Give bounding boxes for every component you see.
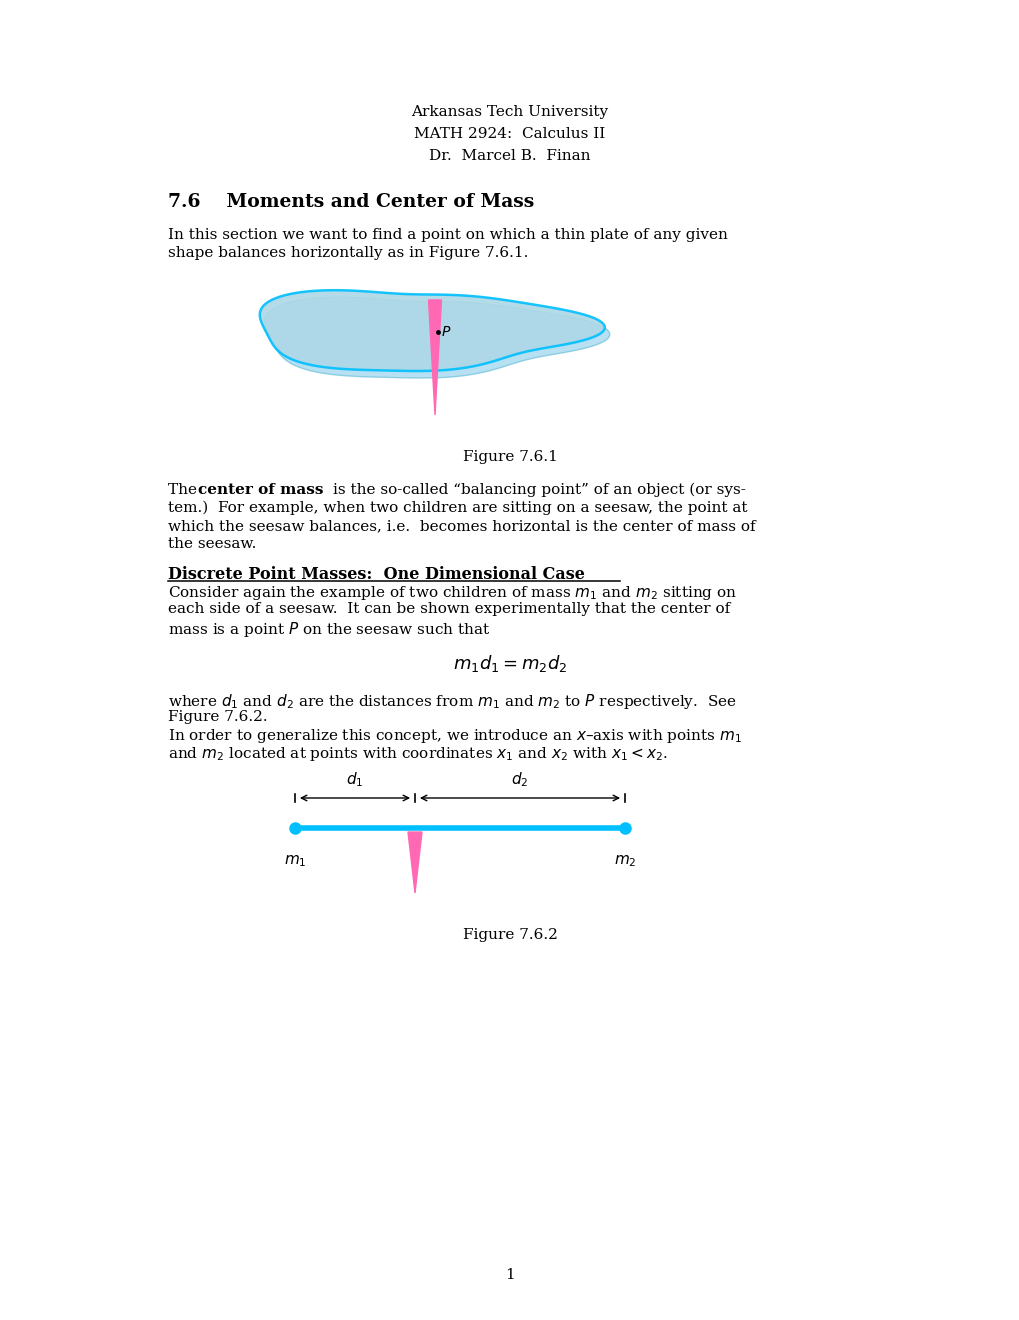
- Text: which the seesaw balances, i.e.  becomes horizontal is the center of mass of: which the seesaw balances, i.e. becomes …: [168, 519, 755, 533]
- Text: Consider again the example of two children of mass $m_1$ and $m_2$ sitting on: Consider again the example of two childr…: [168, 583, 737, 602]
- Polygon shape: [408, 832, 422, 894]
- Text: where $d_1$ and $d_2$ are the distances from $m_1$ and $m_2$ to $P$ respectively: where $d_1$ and $d_2$ are the distances …: [168, 692, 736, 711]
- Text: Discrete Point Masses:  One Dimensional Case: Discrete Point Masses: One Dimensional C…: [168, 566, 584, 583]
- Text: $m_1 d_1 = m_2 d_2$: $m_1 d_1 = m_2 d_2$: [452, 653, 567, 675]
- Text: In this section we want to find a point on which a thin plate of any given: In this section we want to find a point …: [168, 228, 728, 242]
- Polygon shape: [428, 300, 441, 414]
- Text: Figure 7.6.2: Figure 7.6.2: [462, 928, 557, 942]
- Text: each side of a seesaw.  It can be shown experimentally that the center of: each side of a seesaw. It can be shown e…: [168, 602, 730, 616]
- Text: $m_2$: $m_2$: [613, 853, 636, 869]
- Text: Figure 7.6.1: Figure 7.6.1: [462, 450, 557, 465]
- Text: 1: 1: [504, 1269, 515, 1282]
- Text: $d_2$: $d_2$: [511, 771, 528, 789]
- Text: $m_1$: $m_1$: [283, 853, 306, 869]
- Text: 7.6    Moments and Center of Mass: 7.6 Moments and Center of Mass: [168, 193, 534, 211]
- Text: is the so-called “balancing point” of an object (or sys-: is the so-called “balancing point” of an…: [332, 483, 745, 498]
- Text: shape balances horizontally as in Figure 7.6.1.: shape balances horizontally as in Figure…: [168, 246, 528, 260]
- Text: The: The: [168, 483, 202, 498]
- Text: Arkansas Tech University: Arkansas Tech University: [411, 106, 608, 119]
- Text: Figure 7.6.2.: Figure 7.6.2.: [168, 710, 267, 723]
- Text: MATH 2924:  Calculus II: MATH 2924: Calculus II: [414, 127, 605, 141]
- Text: and $m_2$ located at points with coordinates $x_1$ and $x_2$ with $x_1 < x_2$.: and $m_2$ located at points with coordin…: [168, 744, 667, 763]
- Text: the seesaw.: the seesaw.: [168, 537, 256, 550]
- Text: In order to generalize this concept, we introduce an $x$–axis with points $m_1$: In order to generalize this concept, we …: [168, 727, 741, 744]
- Text: $d_1$: $d_1$: [346, 771, 364, 789]
- Text: $P$: $P$: [440, 325, 450, 339]
- Text: tem.)  For example, when two children are sitting on a seesaw, the point at: tem.) For example, when two children are…: [168, 502, 747, 515]
- Polygon shape: [265, 297, 609, 378]
- Text: Dr.  Marcel B.  Finan: Dr. Marcel B. Finan: [429, 149, 590, 162]
- Text: mass is a point $P$ on the seesaw such that: mass is a point $P$ on the seesaw such t…: [168, 620, 490, 639]
- Text: center of mass: center of mass: [198, 483, 323, 498]
- Polygon shape: [260, 290, 604, 371]
